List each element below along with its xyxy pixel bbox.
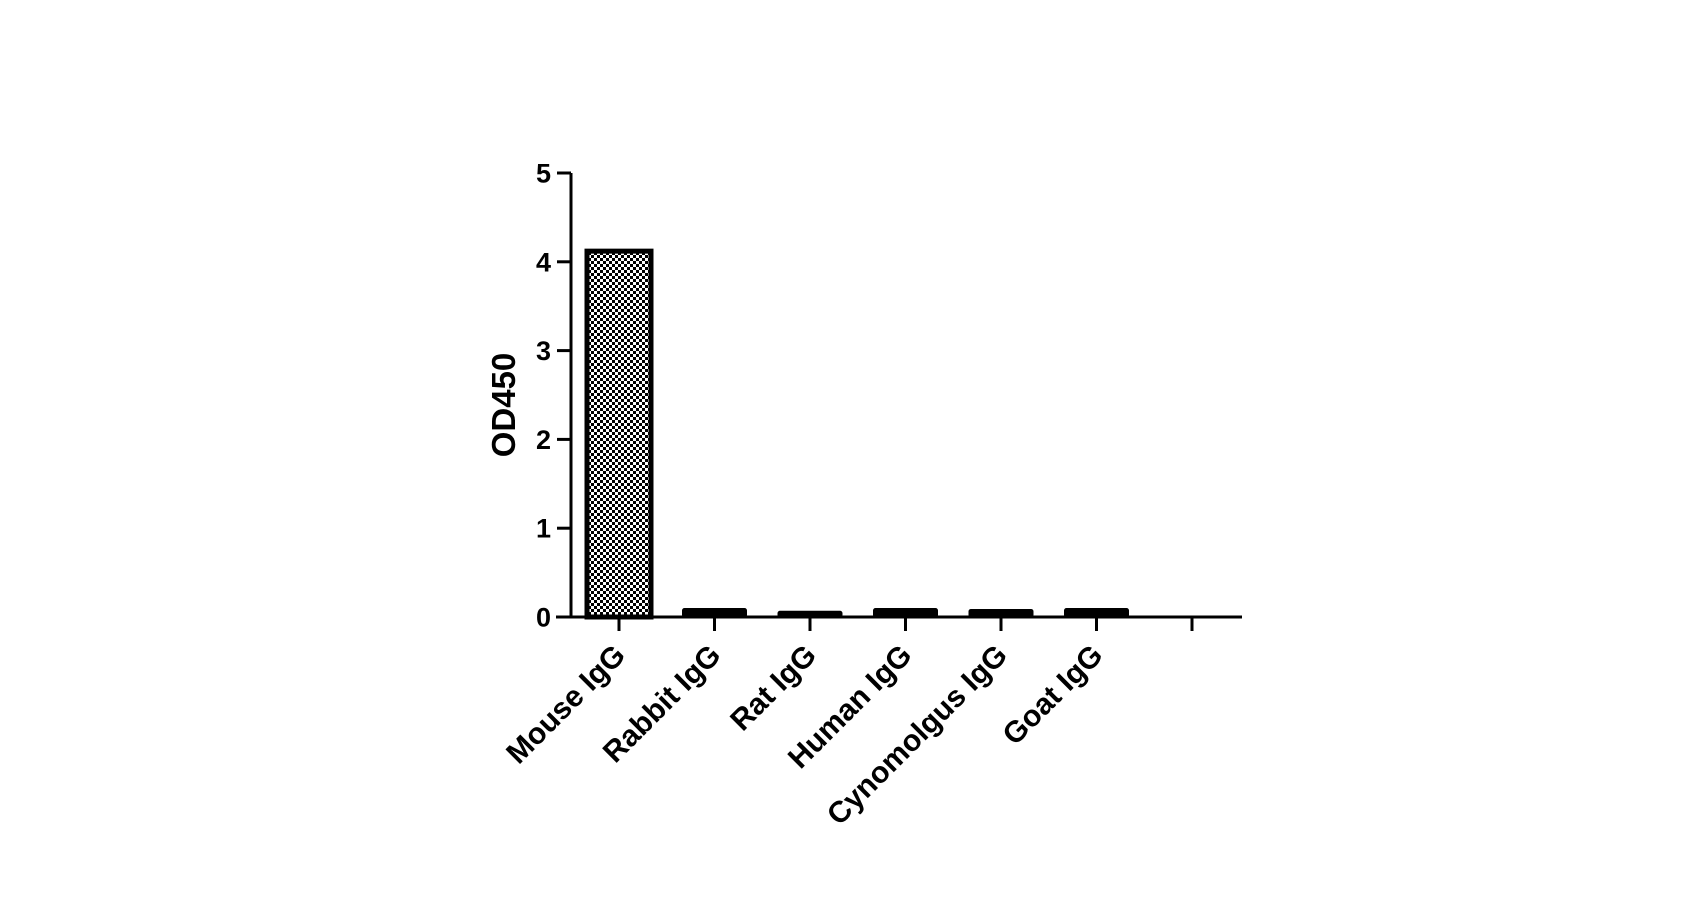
y-tick-label: 3 xyxy=(536,336,551,366)
y-tick-label: 4 xyxy=(536,247,551,277)
bars-layer xyxy=(584,248,1129,620)
x-category-label: Cynomolgus IgG xyxy=(821,639,1014,832)
x-category-label: Goat IgG xyxy=(997,639,1110,752)
y-tick-label: 2 xyxy=(536,425,551,455)
x-category-label: Rat IgG xyxy=(724,639,823,738)
y-tick-label: 0 xyxy=(536,603,551,633)
axes-layer xyxy=(556,171,1242,631)
bar xyxy=(584,248,654,620)
y-tick-label: 5 xyxy=(536,159,551,189)
y-tick-label: 1 xyxy=(536,514,551,544)
y-axis-title: OD450 xyxy=(485,353,522,458)
